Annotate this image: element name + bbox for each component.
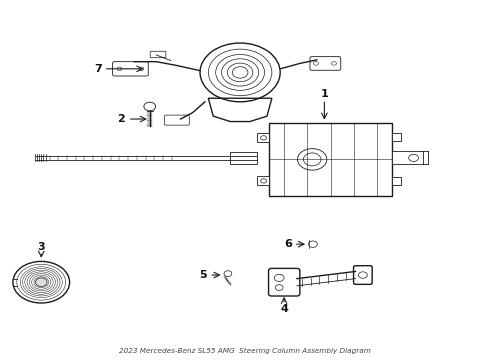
- Text: 7: 7: [95, 64, 102, 74]
- Text: 5: 5: [199, 270, 207, 280]
- FancyBboxPatch shape: [310, 57, 341, 70]
- Text: 6: 6: [284, 239, 292, 249]
- Circle shape: [224, 271, 232, 276]
- FancyBboxPatch shape: [392, 177, 401, 185]
- FancyBboxPatch shape: [150, 51, 166, 58]
- FancyBboxPatch shape: [392, 134, 401, 141]
- FancyBboxPatch shape: [257, 134, 270, 142]
- FancyBboxPatch shape: [230, 152, 257, 164]
- Text: 3: 3: [37, 242, 45, 252]
- Circle shape: [309, 241, 318, 247]
- Circle shape: [144, 102, 156, 111]
- Text: 2: 2: [118, 114, 125, 124]
- Text: 1: 1: [320, 89, 328, 99]
- Circle shape: [274, 274, 284, 282]
- FancyBboxPatch shape: [354, 266, 372, 284]
- FancyBboxPatch shape: [113, 62, 148, 76]
- Circle shape: [35, 278, 47, 287]
- FancyBboxPatch shape: [269, 269, 300, 296]
- FancyBboxPatch shape: [270, 123, 392, 196]
- FancyBboxPatch shape: [392, 152, 423, 165]
- Text: 4: 4: [280, 304, 288, 314]
- Text: 2023 Mercedes-Benz SL55 AMG  Steering Column Assembly Diagram: 2023 Mercedes-Benz SL55 AMG Steering Col…: [119, 348, 371, 354]
- Circle shape: [275, 285, 283, 291]
- FancyBboxPatch shape: [164, 115, 189, 125]
- FancyBboxPatch shape: [257, 176, 270, 185]
